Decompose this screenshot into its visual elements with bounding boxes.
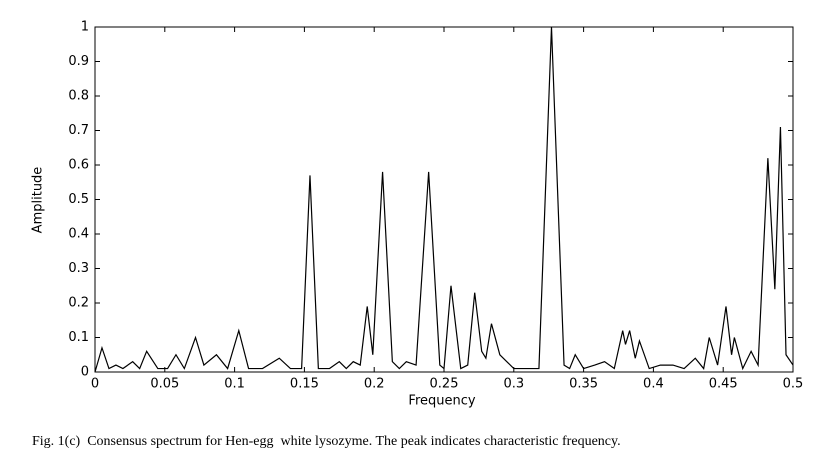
y-tick-label: 0 <box>81 365 89 380</box>
x-tick-label: 0.05 <box>150 377 179 392</box>
y-tick-label: 0.1 <box>68 330 89 345</box>
y-tick-label: 1 <box>81 20 89 35</box>
x-tick-label: 0.4 <box>643 377 664 392</box>
x-axis-label: Frequency <box>408 394 475 409</box>
y-tick-label: 0.7 <box>68 123 89 138</box>
y-tick-label: 0.8 <box>68 89 89 104</box>
y-axis-label: Amplitude <box>31 167 46 234</box>
plot-frame <box>94 26 794 373</box>
y-tick-label: 0.6 <box>68 158 89 173</box>
x-tick-label: 0.2 <box>364 377 385 392</box>
x-tick-label: 0.45 <box>709 377 738 392</box>
x-tick-label: 0.15 <box>290 377 319 392</box>
y-tick-label: 0.4 <box>68 227 89 242</box>
x-tick-label: 0 <box>91 377 99 392</box>
caption: Fig. 1(c) Consensus spectrum for Hen-egg… <box>32 434 621 449</box>
y-tick-label: 0.5 <box>68 192 89 207</box>
y-tick-label: 0.2 <box>68 296 89 311</box>
x-tick-label: 0.25 <box>430 377 459 392</box>
x-tick-label: 0.3 <box>503 377 524 392</box>
y-tick-label: 0.3 <box>68 261 89 276</box>
x-tick-label: 0.35 <box>569 377 598 392</box>
spectrum-line <box>94 26 794 373</box>
y-tick-label: 0.9 <box>68 54 89 69</box>
x-tick-label: 0.5 <box>783 377 804 392</box>
x-tick-label: 0.1 <box>224 377 245 392</box>
